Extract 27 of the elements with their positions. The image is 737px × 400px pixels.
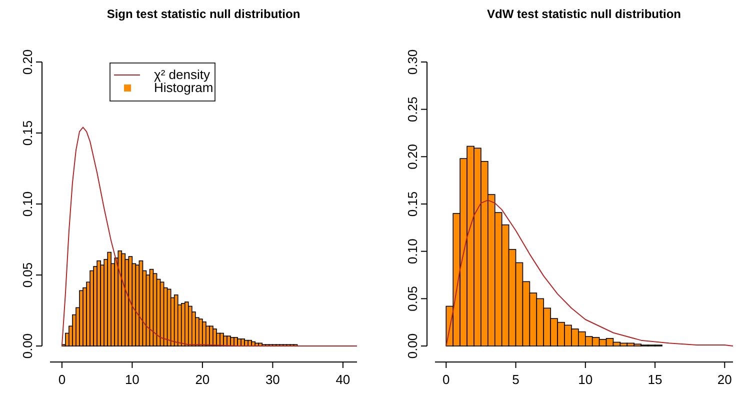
y-tick-label: 0.20 (20, 49, 35, 75)
x-tick-label: 20 (195, 372, 210, 387)
x-tick-label: 0 (442, 372, 450, 387)
x-tick-label: 10 (124, 372, 140, 387)
chart-title: Sign test statistic null distribution (106, 7, 300, 21)
line-series (446, 200, 734, 346)
y-tick-label: 0.20 (405, 144, 420, 170)
y-tick-label: 0.25 (405, 96, 420, 122)
y-tick-label: 0.05 (405, 286, 420, 312)
y-tick-label: 0.05 (20, 262, 35, 288)
y-tick-label: 0.00 (20, 333, 35, 359)
x-tick-label: 40 (336, 372, 350, 387)
y-tick-label: 0.30 (405, 49, 420, 75)
x-tick-label: 30 (265, 372, 280, 387)
y-tick-label: 0.15 (405, 191, 420, 217)
y-tick-label: 0.10 (405, 238, 420, 264)
y-tick-label: 0.00 (405, 333, 420, 359)
x-tick-label: 20 (717, 372, 732, 387)
line-series (61, 126, 358, 346)
y-tick-label: 0.15 (20, 120, 35, 146)
x-tick-label: 10 (578, 372, 593, 387)
y-tick-label: 0.10 (20, 191, 35, 217)
chart-title: VdW test statistic null distribution (486, 7, 682, 21)
x-tick-label: 15 (648, 372, 662, 387)
x-tick-label: 5 (512, 372, 520, 387)
x-tick-label: 0 (58, 372, 66, 387)
legend-label: χ² density (154, 67, 210, 82)
